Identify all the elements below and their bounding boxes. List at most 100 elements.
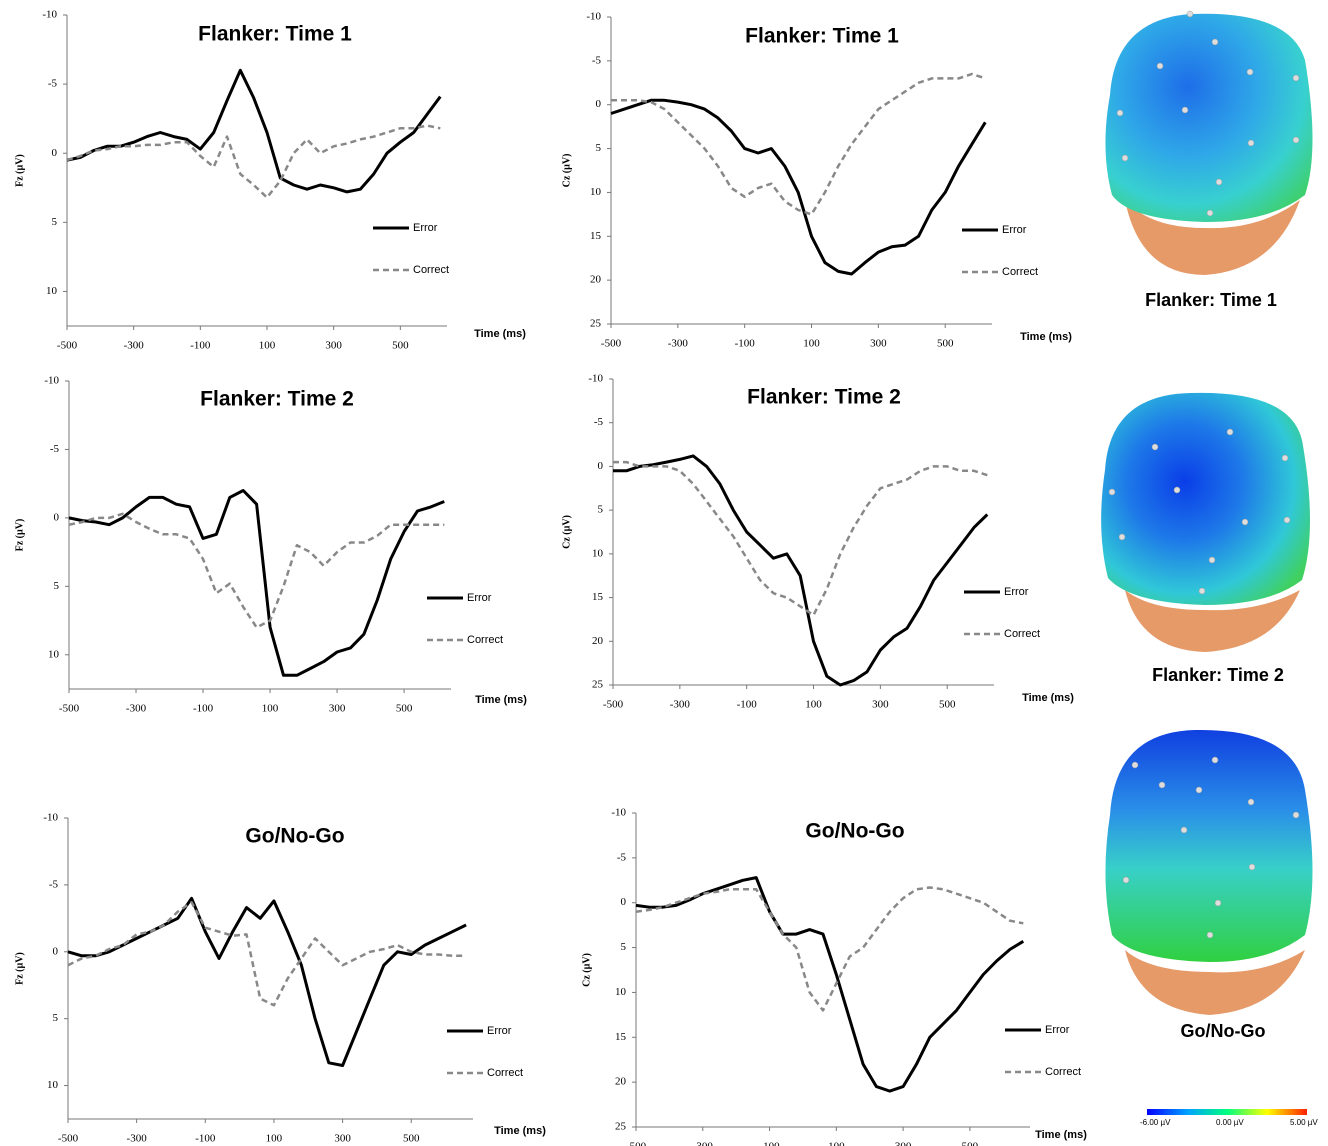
series-line	[68, 489, 445, 677]
y-tick-label: 10	[47, 1079, 59, 1091]
colorbar-label: 5.00 µV	[1290, 1118, 1318, 1127]
x-tick-label: -100	[759, 1141, 780, 1146]
y-axis-label: Fz (µV)	[14, 519, 25, 552]
colorbar	[1147, 1109, 1307, 1115]
legend-label: Error	[1002, 224, 1027, 236]
y-axis-label: Fz (µV)	[14, 154, 25, 187]
y-tick-label: 5	[54, 580, 60, 592]
x-tick-label: 500	[939, 699, 956, 711]
x-tick-label: 500	[962, 1141, 979, 1146]
head-2	[1101, 392, 1310, 652]
y-tick-label: -10	[588, 373, 603, 385]
y-tick-label: -10	[611, 807, 626, 819]
y-tick-label: 20	[615, 1076, 627, 1088]
chart-title: Flanker: Time 2	[200, 388, 354, 411]
x-tick-label: -300	[124, 340, 145, 352]
y-tick-label: -5	[48, 78, 58, 90]
y-axis-label: Cz (µV)	[581, 953, 592, 987]
x-tick-label: -500	[58, 1133, 79, 1145]
x-tick-label: -500	[59, 703, 80, 715]
y-tick-label: 10	[590, 186, 602, 198]
y-tick-label: 0	[621, 896, 627, 908]
y-tick-label: -10	[43, 812, 58, 824]
y-tick-label: 5	[53, 1012, 59, 1024]
y-tick-label: -5	[50, 443, 60, 455]
x-tick-label: 100	[805, 699, 822, 711]
y-tick-label: 15	[592, 591, 604, 603]
legend-label: Error	[1045, 1024, 1070, 1036]
x-tick-label: -500	[57, 340, 78, 352]
x-tick-label: -100	[195, 1133, 216, 1145]
y-tick-label: 25	[615, 1121, 627, 1133]
colorbar-label: -6.00 µV	[1140, 1118, 1171, 1127]
x-tick-label: 300	[334, 1133, 351, 1145]
series-line	[66, 124, 441, 199]
x-tick-label: -500	[626, 1141, 647, 1146]
series-line	[67, 896, 467, 1067]
chart-title: Flanker: Time 1	[198, 23, 352, 46]
x-tick-label: 100	[262, 703, 279, 715]
legend-label: Correct	[1002, 266, 1038, 278]
y-tick-label: 5	[621, 941, 627, 953]
y-tick-label: 15	[590, 230, 602, 242]
topomap-label: Flanker: Time 1	[1145, 290, 1277, 310]
x-tick-label: 100	[803, 338, 820, 350]
y-tick-label: -5	[617, 851, 627, 863]
chart-title: Go/No-Go	[245, 825, 344, 848]
y-tick-label: 15	[615, 1031, 627, 1043]
y-tick-label: 20	[592, 635, 604, 647]
y-tick-label: -5	[594, 416, 604, 428]
y-tick-label: 25	[590, 318, 602, 330]
x-tick-label: -100	[193, 703, 214, 715]
x-axis-label: Time (ms)	[1022, 692, 1074, 704]
x-axis-label: Time (ms)	[494, 1125, 546, 1137]
x-tick-label: 300	[329, 703, 346, 715]
legend-label: Correct	[467, 634, 503, 646]
y-tick-label: 0	[54, 511, 60, 523]
legend-label: Error	[413, 222, 438, 234]
topomap-label: Flanker: Time 2	[1152, 665, 1284, 685]
y-tick-label: -10	[586, 11, 601, 23]
x-tick-label: -100	[737, 699, 758, 711]
legend-label: Correct	[1004, 628, 1040, 640]
legend-label: Error	[1004, 586, 1029, 598]
y-tick-label: -10	[44, 375, 59, 387]
x-tick-label: -500	[601, 338, 622, 350]
x-tick-label: 500	[396, 703, 413, 715]
y-tick-label: 5	[598, 504, 604, 516]
x-tick-label: -300	[693, 1141, 714, 1146]
x-axis-label: Time (ms)	[1020, 331, 1072, 343]
x-axis-label: Time (ms)	[475, 694, 527, 706]
topomap-label: Go/No-Go	[1181, 1021, 1266, 1041]
y-axis-label: Cz (µV)	[561, 154, 572, 188]
y-tick-label: 0	[52, 147, 58, 159]
y-tick-label: 0	[598, 460, 604, 472]
x-tick-label: 100	[266, 1133, 283, 1145]
series-line	[66, 68, 442, 194]
head-1	[1105, 10, 1313, 275]
y-tick-label: 0	[53, 945, 59, 957]
x-axis-label: Time (ms)	[474, 328, 526, 340]
x-tick-label: 100	[259, 340, 276, 352]
x-tick-label: 300	[895, 1141, 912, 1146]
y-tick-label: -10	[42, 9, 57, 21]
x-tick-label: -100	[735, 338, 756, 350]
x-tick-label: 500	[403, 1133, 420, 1145]
x-tick-label: -300	[668, 338, 689, 350]
series-line	[610, 98, 987, 276]
legend-label: Correct	[413, 264, 449, 276]
x-tick-label: -100	[190, 340, 211, 352]
y-tick-label: -5	[49, 878, 59, 890]
series-line	[611, 72, 986, 216]
x-tick-label: 500	[937, 338, 954, 350]
y-tick-label: 10	[46, 285, 58, 297]
head-3	[1105, 729, 1313, 1015]
x-tick-label: -300	[126, 703, 147, 715]
y-tick-label: 10	[48, 648, 60, 660]
legend-label: Error	[487, 1025, 512, 1037]
series-line	[67, 901, 467, 1007]
x-tick-label: -300	[670, 699, 691, 711]
series-line	[68, 512, 445, 629]
y-tick-label: 10	[592, 547, 604, 559]
